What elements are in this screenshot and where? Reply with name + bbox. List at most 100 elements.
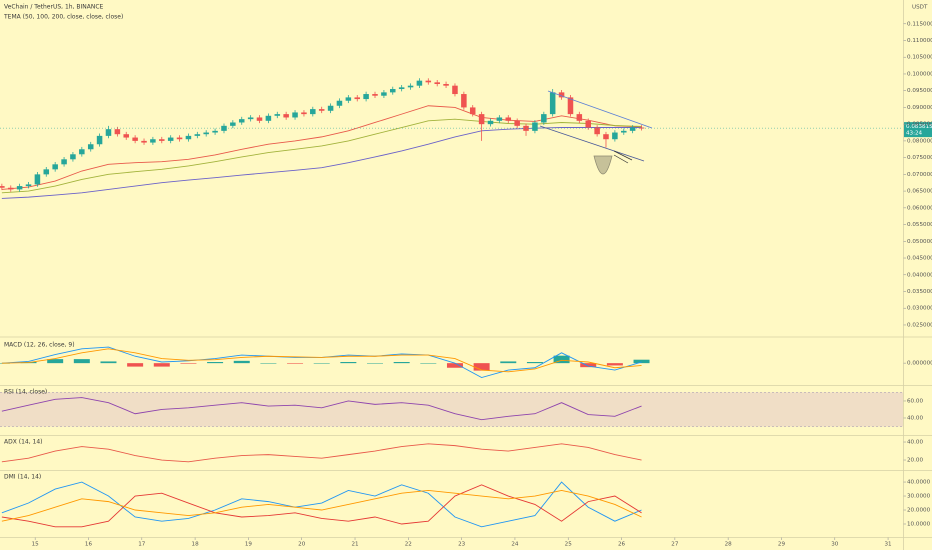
- chart-title: VeChain / TetherUS, 1h, BINANCE: [4, 4, 104, 11]
- candle-body: [185, 135, 192, 140]
- candle-body: [43, 169, 50, 175]
- histogram-bar: [287, 363, 304, 364]
- trendline: [539, 125, 645, 162]
- y-tick-label: 40.00: [907, 415, 923, 421]
- y-tick-label: 0.110000: [907, 38, 932, 44]
- candle-body: [159, 139, 165, 141]
- histogram-bar: [100, 361, 117, 364]
- candle-body: [532, 122, 538, 131]
- histogram-bar: [127, 363, 144, 367]
- x-tick-label: 26: [618, 542, 626, 548]
- y-tick-label: 0.080000: [907, 138, 932, 144]
- pane-title: DMI (14, 14): [4, 474, 41, 481]
- candle-body: [487, 120, 494, 125]
- x-tick-label: 29: [778, 542, 786, 548]
- candle-body: [141, 140, 147, 143]
- indicator-line: [1, 489, 642, 522]
- candle-body: [407, 85, 414, 88]
- currency-label: USDT: [912, 5, 928, 11]
- candle-body: [416, 80, 423, 86]
- candle-body: [345, 97, 352, 101]
- candle-body: [212, 130, 218, 133]
- histogram-bar: [526, 362, 543, 364]
- x-tick-label: 18: [192, 542, 200, 548]
- candle-body: [203, 132, 209, 135]
- histogram-bar: [47, 359, 64, 364]
- candle-body: [265, 115, 272, 121]
- histogram-bar: [233, 360, 250, 364]
- candle-body: [389, 89, 396, 93]
- candle-body: [52, 164, 58, 170]
- candle-body: [61, 159, 67, 165]
- candle-body: [443, 84, 449, 86]
- x-tick-label: 27: [671, 542, 679, 548]
- candle-body: [274, 114, 281, 116]
- last-price-label: 0.083815: [906, 124, 932, 130]
- trendline: [613, 150, 633, 161]
- last-price-tag: [904, 122, 932, 138]
- y-tick-label: 0.045000: [907, 256, 932, 262]
- x-tick-label: 21: [351, 542, 359, 548]
- candle-body: [469, 107, 476, 115]
- candle-body: [372, 94, 378, 96]
- y-tick-label: 60.00: [907, 398, 923, 404]
- candle-body: [8, 187, 14, 190]
- y-tick-label: 0.000000: [907, 361, 932, 367]
- indicator-line: [1, 397, 642, 421]
- candle-body: [398, 87, 405, 90]
- candle-body: [558, 92, 565, 98]
- candle-body: [310, 109, 316, 115]
- candle-body: [230, 122, 236, 126]
- candle-body: [603, 134, 609, 140]
- y-tick-label: 0.030000: [907, 306, 932, 312]
- histogram-bar: [367, 363, 384, 364]
- y-tick-label: 0.100000: [907, 71, 932, 77]
- indicator-label: TEMA (50, 100, 200, close, close, close): [3, 14, 123, 21]
- candle-body: [514, 120, 520, 126]
- candle-body: [425, 80, 432, 83]
- candle-body: [576, 114, 583, 121]
- trendline: [613, 154, 629, 164]
- trendline: [547, 90, 653, 129]
- candle-body: [505, 117, 512, 121]
- candle-body: [363, 94, 369, 100]
- histogram-bar: [313, 363, 330, 364]
- candle-body: [549, 92, 556, 115]
- histogram-bar: [260, 363, 277, 364]
- y-tick-label: 10.0000: [907, 521, 931, 527]
- histogram-bar: [633, 359, 650, 364]
- candle-body: [594, 127, 600, 135]
- plot-area: 15 16 17 18 19 20 21 22 23 24 25 26 27 28 29 30 31 0.0838…: [0, 21, 932, 548]
- candle-body: [114, 129, 121, 135]
- y-tick-label: 0.050000: [907, 239, 932, 245]
- candle-body: [434, 82, 440, 85]
- candle-body: [336, 100, 343, 106]
- candle-body: [123, 134, 129, 138]
- y-tick-label: 40.00: [907, 440, 923, 446]
- countdown-label: 43:24: [906, 131, 923, 137]
- y-tick-label: 0.065000: [907, 189, 932, 195]
- pane-title: MACD (12, 26, close, 9): [4, 342, 75, 349]
- x-tick-label: 22: [405, 542, 412, 548]
- histogram-bar: [580, 363, 597, 368]
- candle-body: [638, 127, 645, 129]
- candle-body: [629, 127, 636, 131]
- indicator-line: [1, 481, 642, 528]
- candle-body: [585, 120, 591, 128]
- x-tick-label: 15: [32, 542, 40, 548]
- histogram-bar: [340, 362, 357, 364]
- y-tick-label: 20.0000: [907, 508, 931, 514]
- candle-body: [523, 125, 529, 131]
- candle-body: [452, 85, 458, 95]
- pane-title: RSI (14, close): [4, 389, 47, 396]
- candle-body: [327, 105, 334, 111]
- candle-body: [96, 135, 103, 145]
- candle-body: [461, 94, 467, 108]
- indicator-line: [1, 484, 642, 528]
- indicator-line: [1, 348, 642, 373]
- candle-body: [132, 137, 138, 141]
- candle-body: [292, 112, 298, 118]
- x-tick-label: 31: [885, 542, 893, 548]
